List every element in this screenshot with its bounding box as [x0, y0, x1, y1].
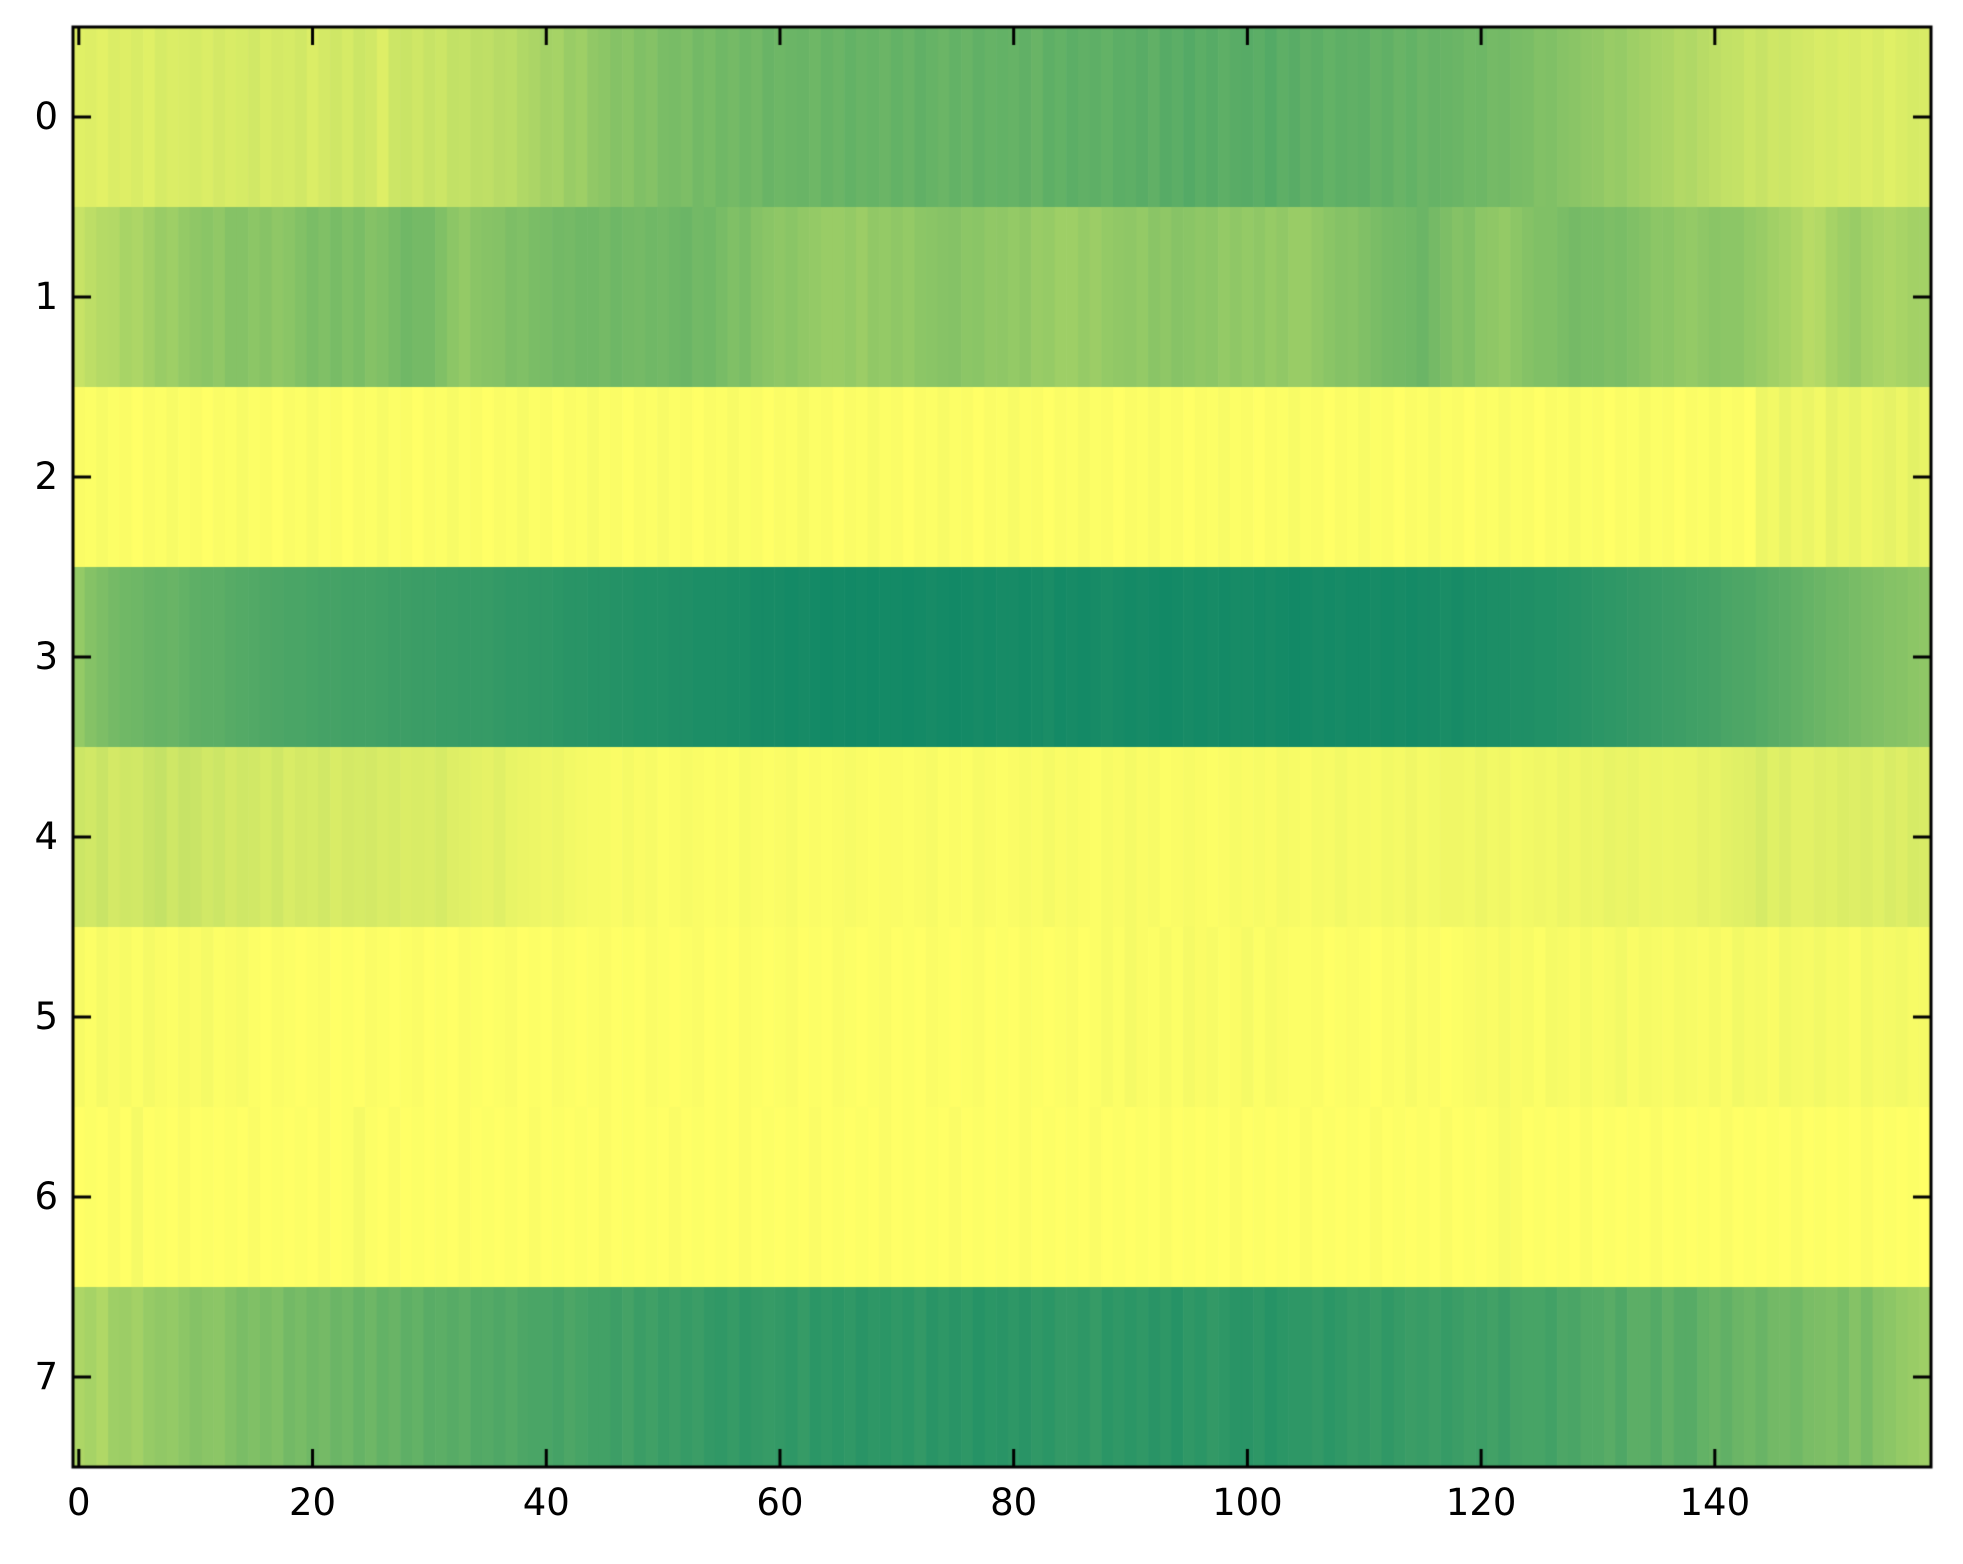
x-tick-label: 40	[522, 1481, 570, 1524]
y-tick-label: 7	[34, 1355, 58, 1398]
x-tick-label: 80	[990, 1481, 1038, 1524]
x-tick-label: 140	[1679, 1481, 1751, 1524]
y-tick-label: 4	[34, 815, 58, 858]
y-tick-label: 5	[34, 995, 58, 1038]
x-tick-label: 120	[1445, 1481, 1517, 1524]
x-tick-label: 0	[67, 1481, 91, 1524]
x-tick-label: 100	[1212, 1481, 1283, 1524]
y-tick-label: 3	[34, 635, 58, 678]
x-tick-label: 20	[289, 1481, 337, 1524]
y-tick-label: 6	[34, 1175, 58, 1218]
y-tick-label: 0	[34, 95, 58, 138]
y-tick-label: 1	[34, 275, 58, 318]
y-tick-label: 2	[34, 455, 58, 498]
x-tick-label: 60	[756, 1481, 804, 1524]
